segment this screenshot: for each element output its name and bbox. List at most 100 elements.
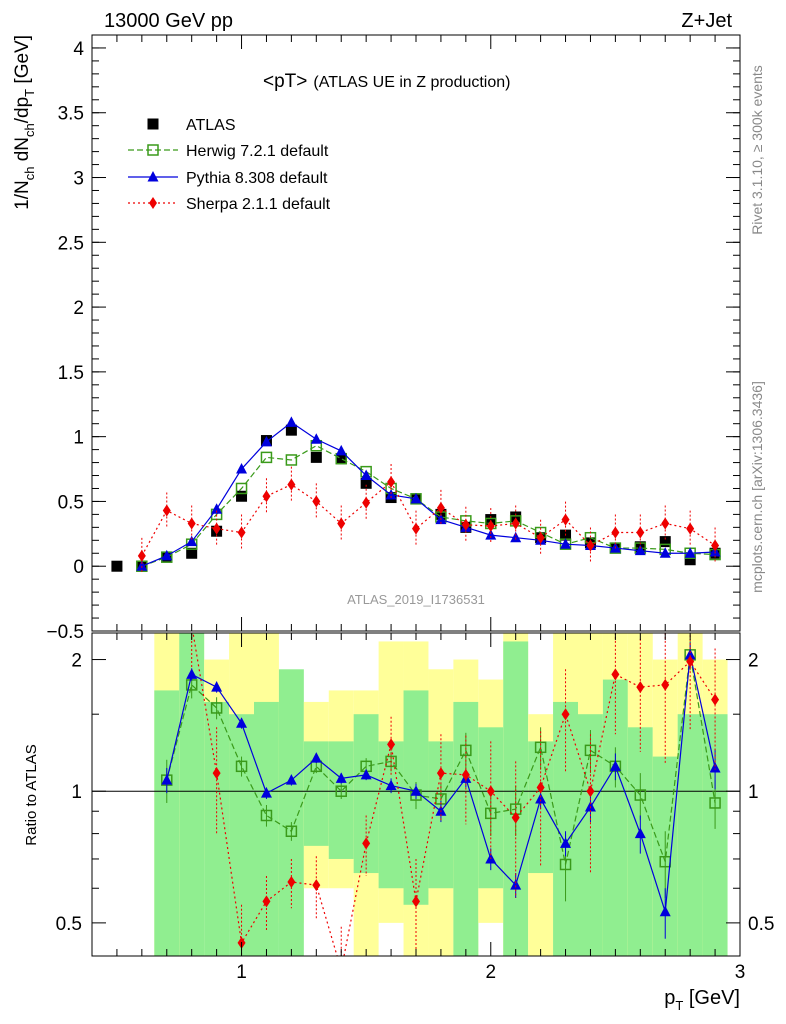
x-tick-label: 1 — [236, 962, 247, 983]
sherpa-main-marker — [287, 478, 296, 491]
ratio-panel-series — [161, 633, 721, 976]
legend-marker-pythia — [147, 171, 159, 182]
plot-title-main: <pT> — [263, 71, 307, 92]
sherpa-ratio-marker — [412, 895, 420, 908]
plot-title: <pT> (ATLAS UE in Z production) — [263, 71, 510, 92]
sherpa-main-marker — [412, 522, 420, 535]
band-green-bin — [328, 741, 354, 859]
band-green-bin — [627, 727, 653, 956]
sherpa-ratio-marker — [611, 668, 620, 681]
pythia-ratio-marker — [535, 792, 547, 804]
pythia-main-marker — [410, 492, 422, 504]
sherpa-main-marker — [237, 526, 246, 539]
herwig-ratio-marker — [709, 797, 721, 809]
sherpa-ratio-marker — [586, 785, 595, 798]
sherpa-main-marker — [486, 520, 495, 533]
pythia-main-marker — [285, 416, 297, 427]
pythia-ratio-marker — [285, 774, 297, 785]
sherpa-main-marker — [686, 522, 695, 535]
ratio-uncertainty-bands — [92, 633, 740, 956]
band-green-bin — [278, 669, 304, 956]
band-green-bin — [677, 714, 703, 956]
main-y-tick-label: 4 — [73, 39, 84, 60]
pythia-main-marker — [236, 463, 248, 474]
main-y-axis-label: 1/Nch dNch/dpT [GeV] — [12, 35, 37, 210]
main-y-tick-label: 3 — [73, 169, 84, 190]
pythia-main-marker — [560, 538, 572, 549]
pythia-ratio-marker — [186, 668, 198, 679]
band-green-bin — [154, 690, 180, 956]
legend-label-herwig: Herwig 7.2.1 default — [186, 143, 329, 160]
herwig-ratio-marker — [285, 825, 298, 837]
sherpa-main-marker — [661, 517, 670, 530]
herwig-ratio-marker — [559, 858, 572, 871]
pythia-ratio-marker — [634, 827, 646, 839]
pythia-main-marker — [634, 544, 646, 556]
pythia-main-marker — [510, 531, 522, 543]
rivet-version-label: Rivet 3.1.10, ≥ 300k events — [749, 65, 765, 235]
pythia-ratio-marker — [684, 648, 696, 660]
ratio-y-tick-label-right: 2 — [748, 651, 759, 672]
main-axis-ticks: −0.5 0 0.5 1 1.5 2 2.5 3 3.5 4 — [46, 35, 740, 643]
ratio-axis-ticks: 0.5 0.5 1 1 2 2 1 2 3 — [56, 633, 774, 983]
ratio-y-tick-label: 0.5 — [56, 914, 82, 935]
main-y-tick-label: −0.5 — [46, 622, 84, 643]
pythia-main-marker — [136, 560, 148, 571]
sherpa-main-marker — [436, 501, 445, 514]
legend-marker-herwig — [147, 144, 159, 156]
band-green-bin — [229, 714, 254, 956]
atlas-main-marker — [510, 511, 522, 523]
legend-label-atlas: ATLAS — [186, 117, 236, 134]
sherpa-ratio-line — [192, 633, 716, 956]
legend-marker-sherpa — [149, 197, 157, 209]
pythia-ratio-marker — [360, 768, 372, 780]
atlas-main-marker — [111, 560, 123, 572]
herwig-main-marker — [285, 454, 298, 466]
main-panel-series — [111, 416, 721, 574]
mcplots-label: mcplots.cern.ch [arXiv:1306.3436] — [749, 381, 765, 593]
herwig-ratio-marker — [634, 789, 647, 801]
sherpa-ratio-marker — [337, 964, 345, 976]
pythia-main-marker — [260, 435, 272, 447]
ratio-y-tick-label-right: 0.5 — [748, 914, 774, 935]
main-y-tick-label: 3.5 — [58, 104, 84, 125]
pythia-main-marker — [310, 433, 322, 444]
herwig-ratio-marker — [235, 760, 248, 773]
pythia-main-line — [141, 421, 716, 567]
herwig-ratio-marker — [335, 785, 347, 797]
sherpa-ratio-marker — [362, 837, 371, 850]
sherpa-main-line — [141, 481, 716, 557]
pythia-ratio-marker — [310, 752, 322, 763]
ratio-y-tick-label: 1 — [71, 782, 82, 803]
sherpa-main-marker — [611, 526, 620, 539]
sherpa-ratio-marker — [262, 895, 271, 908]
pythia-ratio-marker — [609, 760, 621, 771]
sherpa-ratio-marker — [312, 879, 321, 892]
legend-marker-atlas — [147, 118, 159, 130]
atlas-main-marker — [285, 424, 297, 436]
sherpa-ratio-marker — [711, 693, 720, 706]
pythia-ratio-marker — [335, 772, 347, 783]
atlas-main-marker — [360, 477, 372, 489]
main-y-tick-label: 1 — [73, 428, 84, 449]
header-left: 13000 GeV pp — [104, 10, 233, 32]
atlas-main-marker — [684, 554, 696, 566]
sherpa-main-marker — [511, 517, 520, 530]
pythia-ratio-marker — [659, 905, 671, 917]
sherpa-ratio-marker — [436, 767, 445, 780]
x-tick-label: 2 — [485, 962, 496, 983]
ratio-y-tick-label: 2 — [71, 651, 82, 672]
x-tick-label: 3 — [735, 962, 746, 983]
herwig-ratio-marker — [210, 702, 223, 714]
sherpa-main-marker — [561, 513, 570, 526]
sherpa-main-marker — [337, 517, 346, 530]
sherpa-main-marker — [586, 539, 595, 552]
plot-title-sub: (ATLAS UE in Z production) — [313, 74, 510, 91]
analysis-watermark: ATLAS_2019_I1736531 — [347, 592, 485, 607]
main-y-tick-label: 2 — [73, 298, 84, 319]
atlas-main-marker — [335, 453, 347, 465]
herwig-main-marker — [260, 451, 273, 464]
sherpa-ratio-marker — [486, 785, 495, 798]
pythia-main-marker — [684, 547, 696, 558]
